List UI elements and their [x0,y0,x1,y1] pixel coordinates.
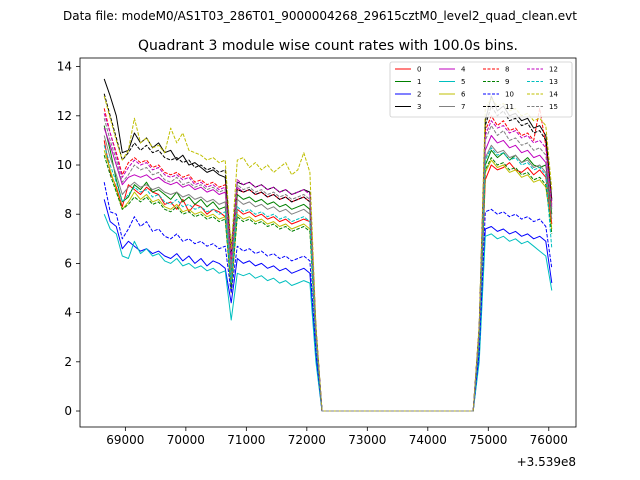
legend-label-0: 0 [417,66,421,74]
file-label: Data file: modeM0/AS1T03_286T01_90000042… [63,9,577,23]
x-tick-label: 74000 [409,433,447,447]
legend-label-3: 3 [417,103,421,111]
legend-label-5: 5 [461,78,465,86]
series-line-15 [103,118,553,412]
legend-label-7: 7 [461,103,465,111]
y-tick-label: 4 [64,306,72,320]
y-tick-label: 6 [64,256,72,270]
legend-label-14: 14 [549,91,558,99]
x-tick-label: 76000 [530,433,568,447]
y-axis: 0 2 4 6 8 10 12 14 [57,60,80,418]
x-tick-label: 71000 [227,433,265,447]
legend-label-1: 1 [417,78,421,86]
x-tick-label: 72000 [288,433,326,447]
legend-label-9: 9 [505,78,509,86]
legend-label-8: 8 [505,66,509,74]
legend-label-15: 15 [549,103,558,111]
y-tick-label: 8 [64,207,72,221]
legend-box [389,61,573,118]
x-tick-label: 70000 [167,433,205,447]
x-tick-label: 69000 [106,433,144,447]
plot-frame [79,57,577,428]
x-offset-label: +3.539e8 [517,455,576,469]
x-tick-label: 73000 [348,433,386,447]
legend-label-10: 10 [505,91,514,99]
y-tick-label: 2 [64,355,72,369]
y-tick-label: 12 [57,109,72,123]
y-tick-label: 0 [64,404,72,418]
chart-title: Quadrant 3 module wise count rates with … [138,38,518,54]
legend-label-12: 12 [549,66,558,74]
legend-label-11: 11 [505,103,514,111]
series-line-10 [103,182,553,412]
legend-label-2: 2 [417,91,421,99]
x-tick-label: 75000 [469,433,507,447]
legend-label-13: 13 [549,78,558,86]
legend-label-6: 6 [461,91,466,99]
y-tick-label: 10 [57,158,72,172]
legend-label-4: 4 [461,66,466,74]
series-layer [103,78,553,412]
x-axis: 69000 70000 71000 72000 73000 74000 75000 76000 [106,427,568,447]
y-tick-label: 14 [57,60,72,74]
